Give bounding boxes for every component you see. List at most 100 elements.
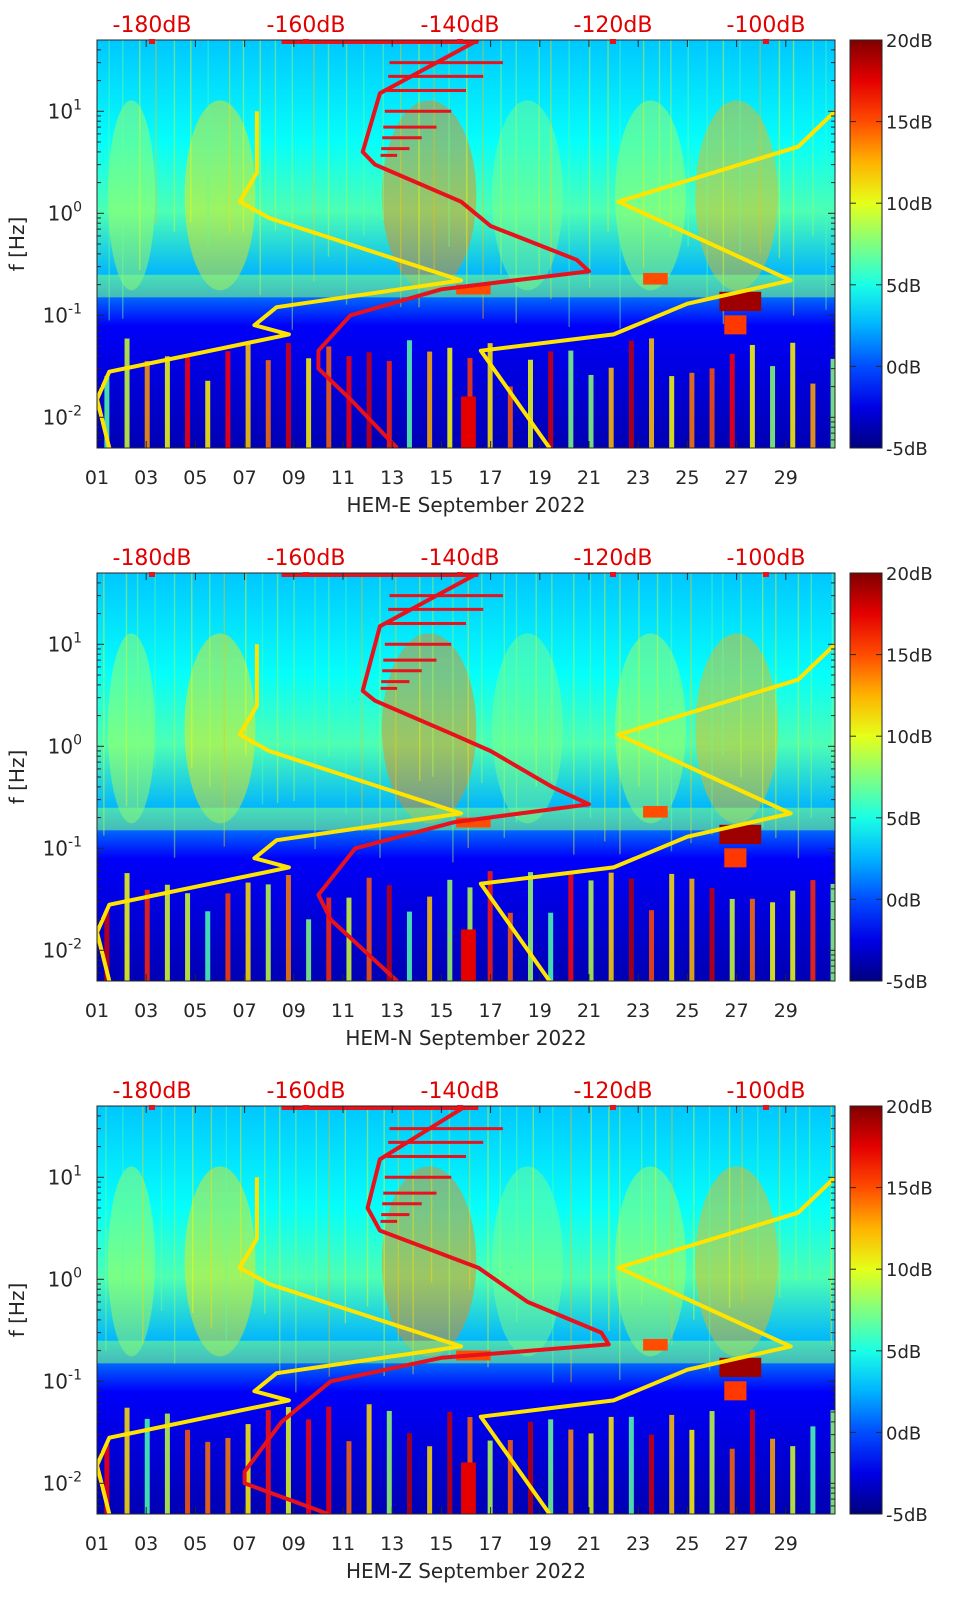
x-tick-label: 11: [331, 467, 355, 489]
top-axis-label: -160dB: [267, 1079, 346, 1104]
x-axis-label: HEM-E September 2022: [347, 493, 586, 517]
x-tick-label: 21: [577, 1533, 601, 1555]
red-curve: [316, 573, 591, 981]
colorbar-tick-label: 5dB: [886, 276, 921, 297]
colorbar-tick-label: 20dB: [886, 564, 933, 585]
x-tick-label: 01: [85, 467, 109, 489]
y-tick-label: 100: [48, 732, 82, 758]
colorbar-tick-label: 20dB: [886, 31, 933, 52]
x-axis-label: HEM-Z September 2022: [346, 1559, 586, 1583]
colorbar-tick-label: 10dB: [886, 194, 933, 215]
top-axis-label: -120dB: [574, 1079, 653, 1104]
top-axis-label: -180dB: [113, 13, 192, 38]
y-axis-label: f [Hz]: [5, 217, 29, 272]
colorbar-tick-label: 20dB: [886, 1097, 933, 1118]
x-tick-label: 25: [675, 1533, 699, 1555]
colorbar-tick-label: -5dB: [886, 439, 928, 460]
top-axis-label: -120dB: [574, 13, 653, 38]
colorbar-tick-label: 15dB: [886, 113, 933, 134]
x-tick-label: 23: [626, 1533, 650, 1555]
top-axis-label: -180dB: [113, 546, 192, 571]
x-tick-label: 15: [429, 1533, 453, 1555]
x-tick-label: 03: [134, 467, 158, 489]
x-tick-label: 29: [774, 1000, 798, 1022]
x-tick-label: 07: [233, 1000, 257, 1022]
y-tick-label: 101: [48, 630, 82, 656]
x-tick-label: 03: [134, 1533, 158, 1555]
top-axis-label: -100dB: [727, 546, 806, 571]
x-tick-label: 05: [183, 467, 207, 489]
y-tick-label: 10-1: [43, 834, 82, 860]
x-tick-label: 05: [183, 1000, 207, 1022]
x-tick-label: 21: [577, 467, 601, 489]
top-axis-label: -160dB: [267, 546, 346, 571]
top-axis-label: -100dB: [727, 13, 806, 38]
x-tick-label: 11: [331, 1533, 355, 1555]
y-tick-label: 10-2: [43, 403, 82, 429]
yellow-curve: [97, 644, 464, 981]
x-tick-label: 09: [282, 1533, 306, 1555]
colorbar-tick-label: 0dB: [886, 1423, 921, 1444]
colorbar-tick-label: 15dB: [886, 1179, 933, 1200]
colorbar: [849, 1105, 883, 1515]
colorbar-tick-label: 10dB: [886, 727, 933, 748]
yellow-curve: [97, 111, 464, 448]
yellow-curve: [97, 1177, 464, 1514]
spectrogram-chart: 01 03 05 07 09 11 13 15 17 19 21 23 25 27 29 10-2 10-1 10…: [5, 546, 933, 1050]
top-axis-label: -100dB: [727, 1079, 806, 1104]
x-tick-label: 17: [479, 1000, 503, 1022]
x-axis-label: HEM-N September 2022: [345, 1026, 586, 1050]
x-tick-label: 25: [675, 1000, 699, 1022]
spectrogram-chart: 01 03 05 07 09 11 13 15 17 19 21 23 25 27 29 10-2 10-1 10…: [5, 13, 933, 517]
x-tick-label: 01: [85, 1000, 109, 1022]
x-tick-label: 23: [626, 1000, 650, 1022]
top-axis-label: -140dB: [421, 1079, 500, 1104]
x-tick-label: 15: [429, 1000, 453, 1022]
colorbar-tick-label: 0dB: [886, 890, 921, 911]
x-tick-label: 27: [725, 467, 749, 489]
x-tick-label: 27: [725, 1533, 749, 1555]
x-tick-label: 29: [774, 467, 798, 489]
spectrogram-panel-hem-e: 01 03 05 07 09 11 13 15 17 19 21 23 25 27 29 10-2 10-1 10…: [0, 0, 962, 533]
x-tick-label: 15: [429, 467, 453, 489]
top-axis-label: -160dB: [267, 13, 346, 38]
top-axis-label: -140dB: [421, 546, 500, 571]
x-tick-label: 19: [528, 1533, 552, 1555]
colorbar-tick-label: 5dB: [886, 1342, 921, 1363]
y-axis-label: f [Hz]: [5, 750, 29, 805]
y-axis-label: f [Hz]: [5, 1283, 29, 1338]
top-axis-label: -140dB: [421, 13, 500, 38]
yellow-curve: [478, 1175, 835, 1514]
x-tick-label: 09: [282, 1000, 306, 1022]
x-tick-label: 07: [233, 467, 257, 489]
x-tick-label: 27: [725, 1000, 749, 1022]
spectrogram-chart: 01 03 05 07 09 11 13 15 17 19 21 23 25 27 29 10-2 10-1 10…: [5, 1079, 933, 1583]
x-tick-label: 17: [479, 1533, 503, 1555]
colorbar-tick-label: 0dB: [886, 357, 921, 378]
y-tick-label: 10-2: [43, 1469, 82, 1495]
x-tick-label: 29: [774, 1533, 798, 1555]
y-tick-label: 101: [48, 1163, 82, 1189]
x-tick-label: 25: [675, 467, 699, 489]
x-tick-label: 09: [282, 467, 306, 489]
x-tick-label: 07: [233, 1533, 257, 1555]
spectrogram-panel-hem-z: 01 03 05 07 09 11 13 15 17 19 21 23 25 27 29 10-2 10-1 10…: [0, 1066, 962, 1599]
spectrogram-texture: [97, 1106, 835, 1514]
spectrogram-panel-hem-n: 01 03 05 07 09 11 13 15 17 19 21 23 25 27 29 10-2 10-1 10…: [0, 533, 962, 1066]
x-tick-label: 11: [331, 1000, 355, 1022]
x-tick-label: 01: [85, 1533, 109, 1555]
x-tick-label: 21: [577, 1000, 601, 1022]
x-tick-label: 13: [380, 1533, 404, 1555]
x-tick-label: 17: [479, 467, 503, 489]
colorbar: [849, 572, 883, 982]
colorbar-tick-label: 10dB: [886, 1260, 933, 1281]
red-curve: [316, 40, 591, 448]
spectrogram-texture: [97, 40, 835, 448]
y-tick-label: 10-2: [43, 936, 82, 962]
colorbar: [849, 39, 883, 449]
spectrogram-texture: [97, 573, 835, 981]
y-tick-label: 10-1: [43, 1367, 82, 1393]
y-tick-label: 10-1: [43, 301, 82, 327]
colorbar-tick-label: -5dB: [886, 1505, 928, 1526]
y-tick-label: 100: [48, 199, 82, 225]
